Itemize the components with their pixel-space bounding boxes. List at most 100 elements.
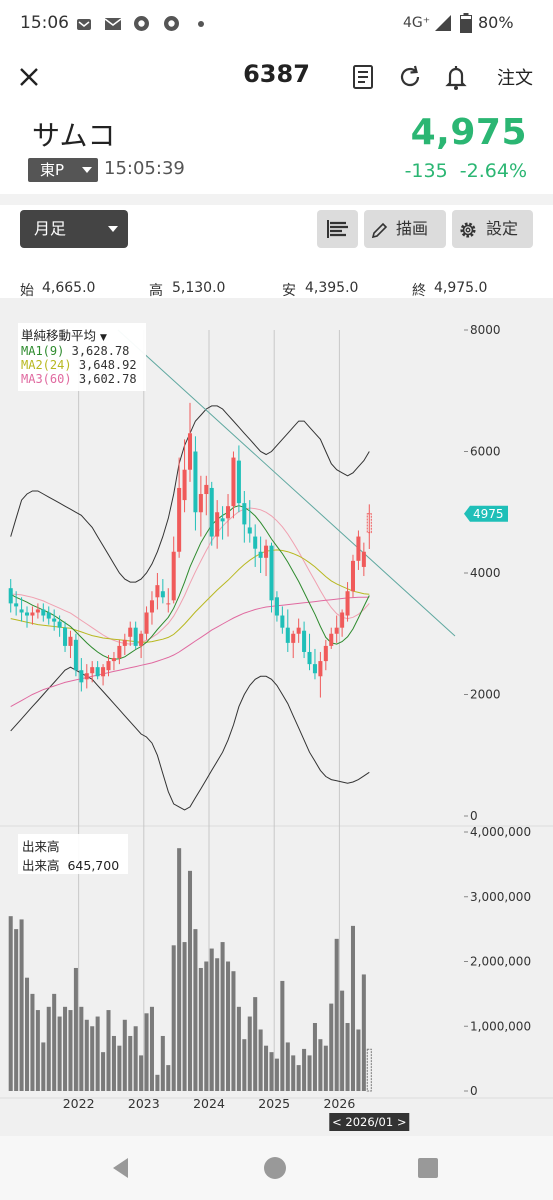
candle-body	[258, 551, 263, 558]
mail-icon	[104, 18, 122, 30]
low-value: 4,395.0	[305, 280, 359, 296]
volume-bar	[171, 945, 176, 1091]
candle-body	[90, 667, 95, 674]
candle-body	[198, 494, 203, 513]
caret-down-icon: ▼	[100, 333, 107, 343]
volume-bar	[323, 1045, 328, 1091]
volume-label: 出来高	[22, 858, 60, 873]
price-axis-label: 4000	[470, 566, 501, 580]
refresh-icon[interactable]	[395, 62, 425, 92]
period-selector[interactable]: 月足	[20, 210, 128, 248]
candle-body	[323, 645, 328, 662]
open-value: 4,665.0	[42, 280, 96, 296]
battery-level: 80%	[478, 13, 514, 32]
volume-axis-label: 2,000,000	[470, 955, 531, 969]
draw-label: 描画	[396, 219, 429, 238]
candle-body	[253, 536, 258, 549]
ma2-label: MA2(24)	[21, 358, 72, 372]
close-icon[interactable]	[14, 62, 44, 92]
candle-body	[8, 588, 13, 604]
volume-bar	[361, 974, 366, 1091]
recents-icon[interactable]	[416, 1155, 440, 1181]
price-axis-label: 8000	[470, 323, 501, 337]
volume-bar	[318, 1039, 323, 1091]
candle-body	[274, 597, 279, 616]
x-axis-label: 2026	[323, 1096, 355, 1111]
market-label: 東P	[40, 161, 65, 179]
volume-bar	[41, 1042, 46, 1091]
candle-body	[361, 551, 366, 567]
high-label: 高	[149, 283, 163, 299]
chart-area[interactable]	[0, 298, 553, 1136]
candle-body	[187, 433, 193, 470]
volume-bar	[356, 1029, 361, 1091]
volume-bar	[19, 919, 24, 1091]
ma2-line	[10, 549, 370, 643]
ma1-label: MA1(9)	[21, 344, 65, 358]
volume-bar	[182, 942, 187, 1091]
volume-bar	[52, 993, 57, 1091]
ma-legend[interactable]: 単純移動平均 ▼ MA1(9) 3,628.78 MA2(24) 3,648.9…	[18, 323, 146, 391]
home-icon[interactable]	[262, 1155, 288, 1181]
volume-axis-label: 0	[470, 1084, 478, 1098]
candle-body	[128, 627, 133, 637]
volume-bar	[302, 1048, 307, 1091]
cursor-date-box	[329, 1113, 410, 1131]
candle-body	[166, 603, 171, 605]
open-label: 始	[20, 283, 34, 299]
volume-bar	[215, 958, 220, 1091]
dot-icon	[198, 21, 204, 27]
candle-body	[19, 609, 24, 613]
candle-body	[242, 503, 247, 525]
volume-bar	[209, 948, 214, 1091]
volume-bar	[242, 1039, 247, 1091]
volume-bar	[258, 1029, 263, 1091]
market-selector[interactable]: 東P	[28, 158, 98, 182]
candle-body	[73, 639, 78, 671]
indicator-button[interactable]	[317, 210, 358, 248]
volume-bar	[264, 1045, 269, 1091]
candle-body	[155, 585, 160, 598]
x-axis-label: 2025	[258, 1096, 290, 1111]
volume-bar	[30, 993, 35, 1091]
network-type: 4G⁺	[403, 15, 431, 31]
candle-body	[57, 621, 62, 628]
volume-bar	[14, 929, 19, 1091]
current-price-tag	[464, 505, 508, 522]
volume-bar	[350, 925, 356, 1091]
volume-value: 645,700	[67, 858, 120, 873]
back-icon[interactable]	[108, 1155, 134, 1181]
document-icon[interactable]	[348, 62, 378, 92]
bell-icon[interactable]	[441, 62, 471, 92]
candle-body	[220, 518, 225, 522]
ma1-line	[10, 505, 370, 660]
candle-body	[312, 664, 317, 674]
volume-bar	[329, 1003, 334, 1091]
candle-body	[340, 612, 345, 628]
ma3-line	[10, 596, 370, 708]
candle-body	[149, 600, 154, 613]
volume-bar	[79, 1006, 84, 1091]
ohlc-row: 始 4,665.0 高 5,130.0 安 4,395.0 終 4,975.0	[0, 272, 553, 302]
volume-bar	[204, 961, 209, 1091]
gear-icon	[460, 222, 476, 238]
stock-chart[interactable]: 8000 6000 4000 2000 0 4,000,000 3,000,000 2,000…	[0, 298, 553, 1136]
chrome-icon-2	[164, 16, 179, 31]
bar-list-icon	[327, 220, 348, 238]
candle-body	[356, 536, 361, 561]
draw-button[interactable]: 描画	[364, 210, 446, 248]
volume-bar	[122, 1019, 127, 1091]
candle-body	[95, 667, 100, 677]
candle-body	[68, 636, 73, 646]
ma-legend-title[interactable]: 単純移動平均 ▼	[21, 325, 143, 344]
volume-axis-label: 4,000,000	[470, 825, 531, 839]
candle-body	[117, 645, 122, 659]
candle-body	[24, 612, 30, 616]
order-button[interactable]: 注文	[497, 68, 533, 89]
bollinger-mid-line	[10, 507, 370, 645]
settings-button[interactable]: 設定	[452, 210, 533, 248]
ma1-value: 3,628.78	[71, 344, 130, 358]
close-label: 終	[412, 283, 426, 299]
price-axis-label: 0	[470, 809, 478, 823]
candle-body	[307, 651, 312, 665]
